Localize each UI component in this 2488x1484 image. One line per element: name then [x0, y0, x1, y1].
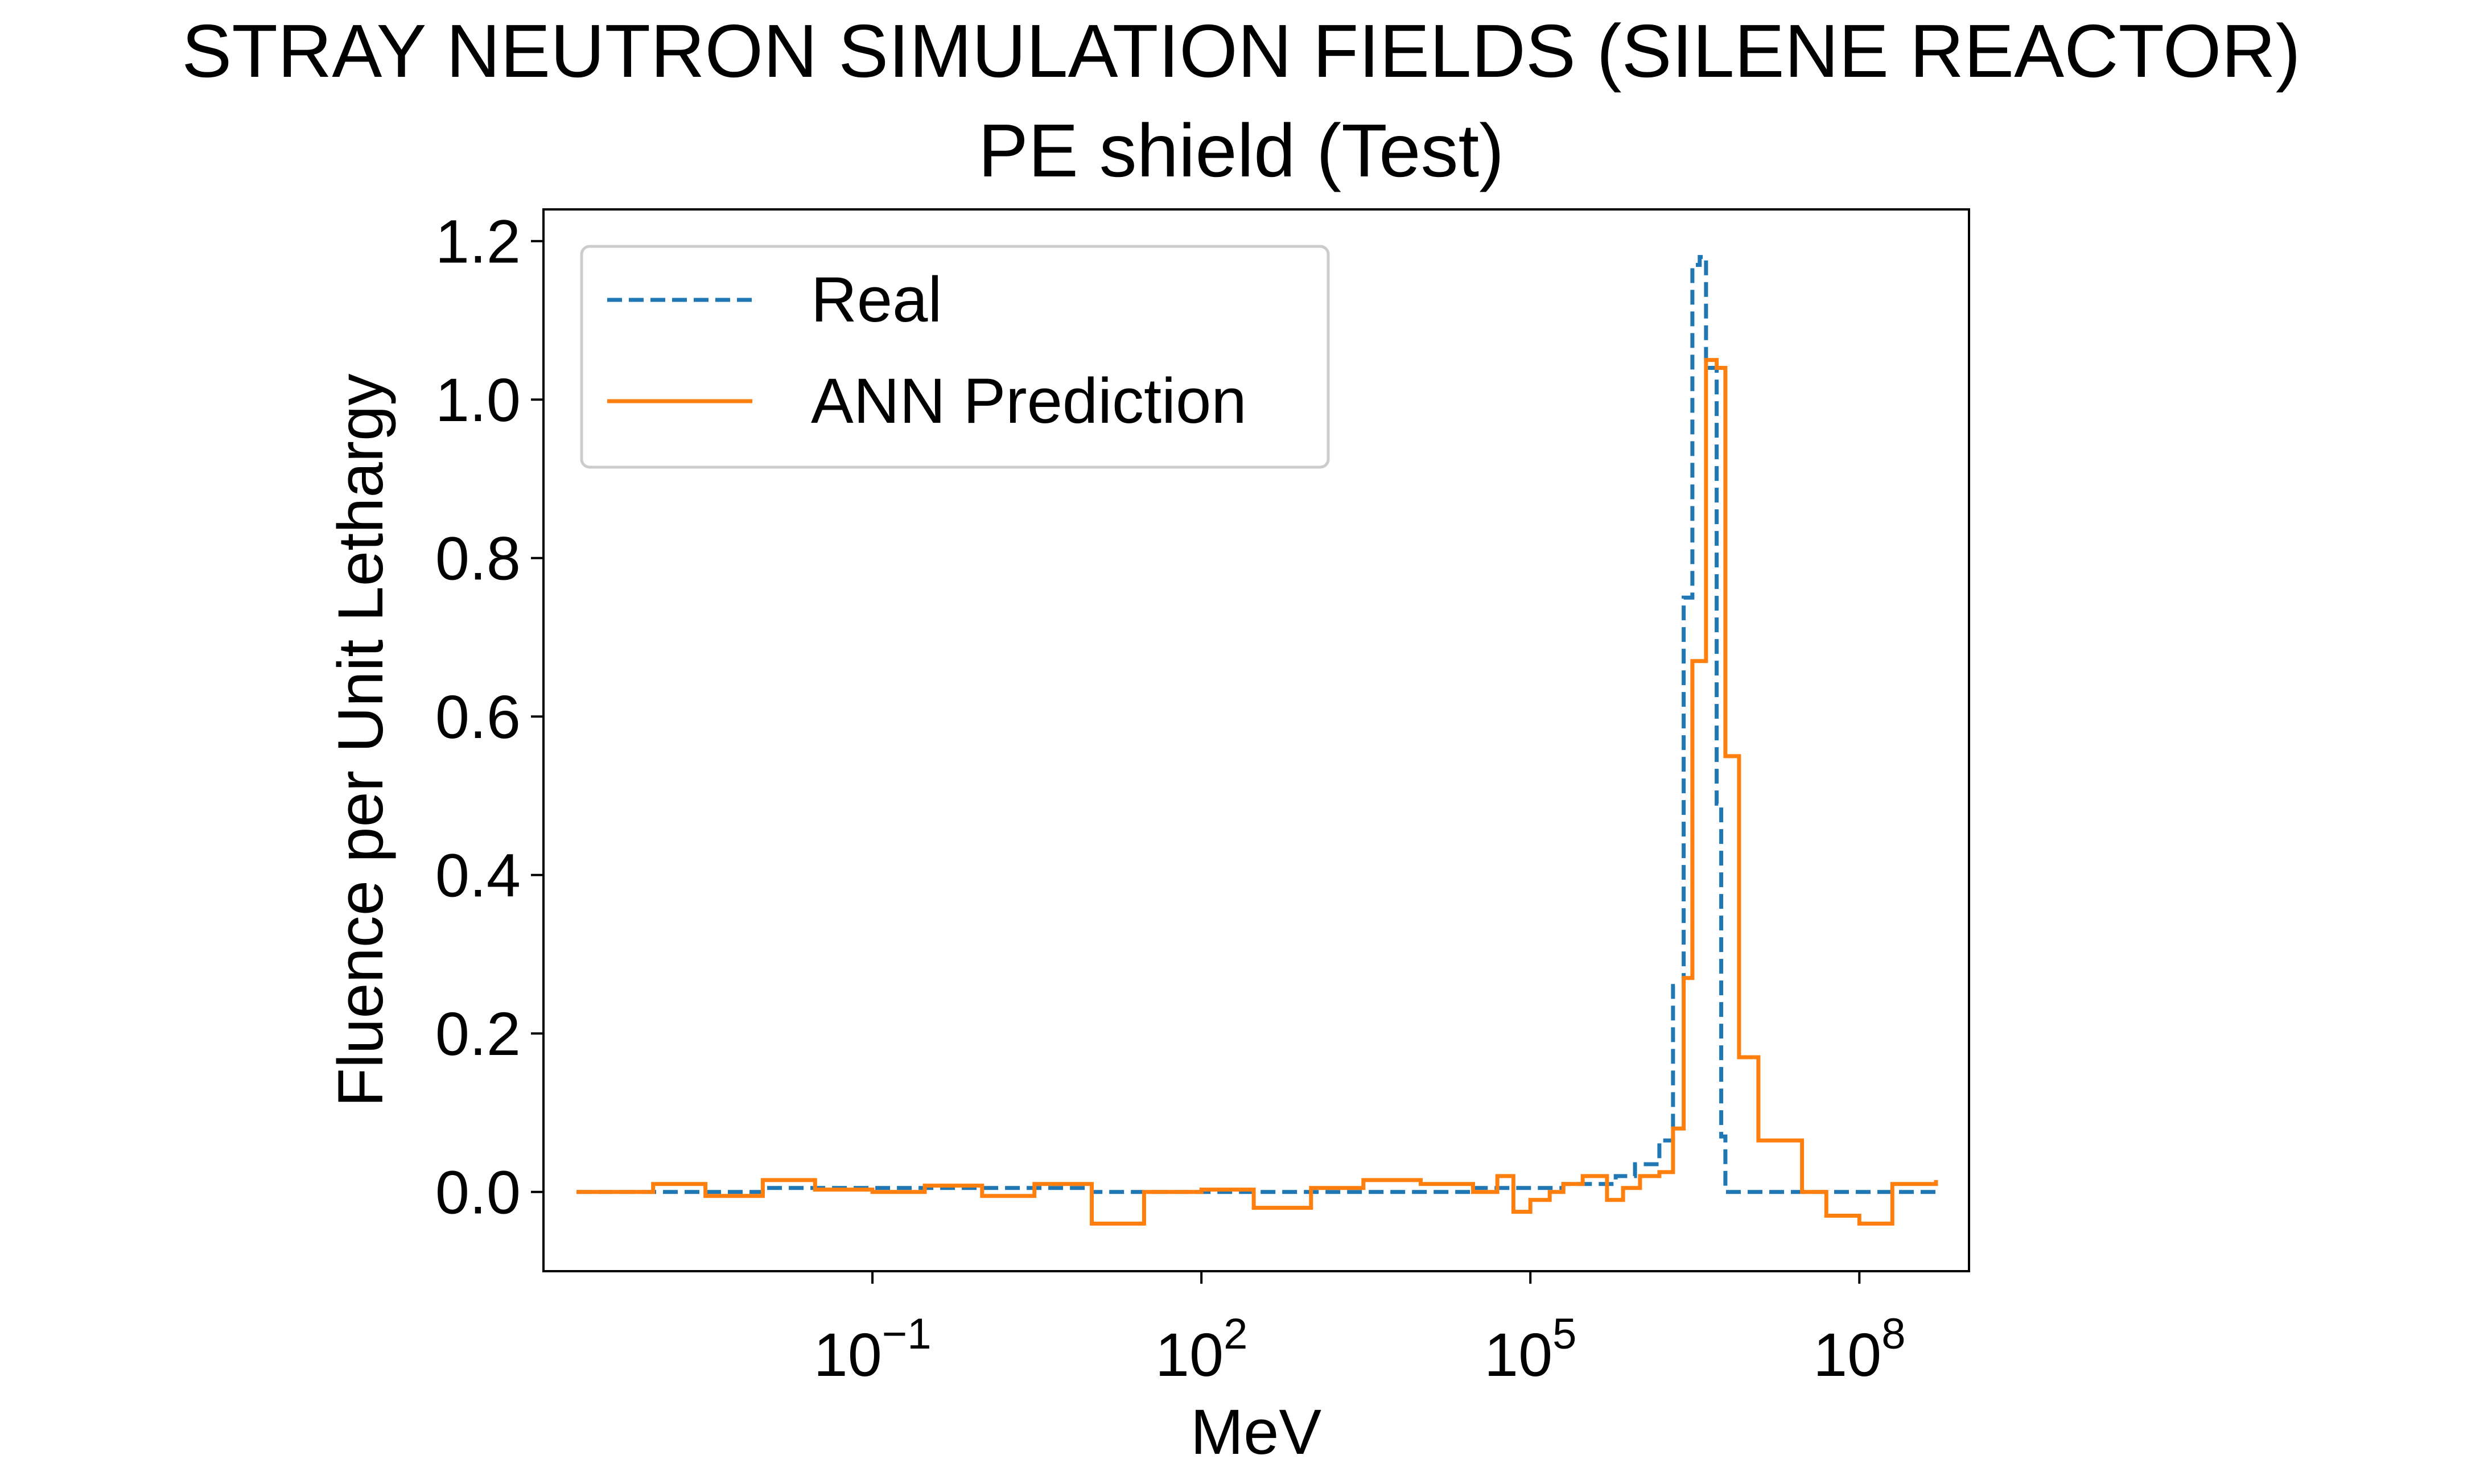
- y-tick-label: 0.0: [435, 1158, 521, 1227]
- series-layer: [576, 255, 1938, 1226]
- y-tick-label: 0.2: [435, 999, 521, 1068]
- legend-label-real: Real: [811, 264, 942, 335]
- x-tick-label: 10−1: [814, 1310, 932, 1389]
- y-tick-label: 1.2: [435, 207, 521, 276]
- chart-subtitle: PE shield (Test): [978, 109, 1504, 192]
- y-axis-label: Fluence per Unit Lethargy: [325, 374, 396, 1107]
- series-line-ann-prediction: [576, 358, 1938, 1226]
- series-line-real: [576, 255, 1936, 1194]
- ticks-layer: 0.0 0.2 0.4 0.6 0.8 1.0 1.2 10−1 102 105 108: [435, 207, 1906, 1389]
- legend-label-ann-prediction: ANN Prediction: [811, 365, 1247, 436]
- y-tick-label: 0.6: [435, 682, 521, 751]
- legend: Real ANN Prediction: [580, 245, 1330, 469]
- chart-title: STRAY NEUTRON SIMULATION FIELDS (SILENE …: [182, 9, 2300, 93]
- legend-box: [580, 245, 1330, 469]
- y-tick-label: 0.4: [435, 841, 521, 910]
- y-tick-label: 0.8: [435, 524, 521, 593]
- x-tick-label: 102: [1155, 1310, 1247, 1389]
- x-tick-label: 108: [1813, 1310, 1905, 1389]
- x-tick-label: 105: [1484, 1310, 1576, 1389]
- x-axis-label: MeV: [1191, 1396, 1322, 1467]
- plot-frame: [542, 208, 1970, 1272]
- y-tick-label: 1.0: [435, 365, 521, 434]
